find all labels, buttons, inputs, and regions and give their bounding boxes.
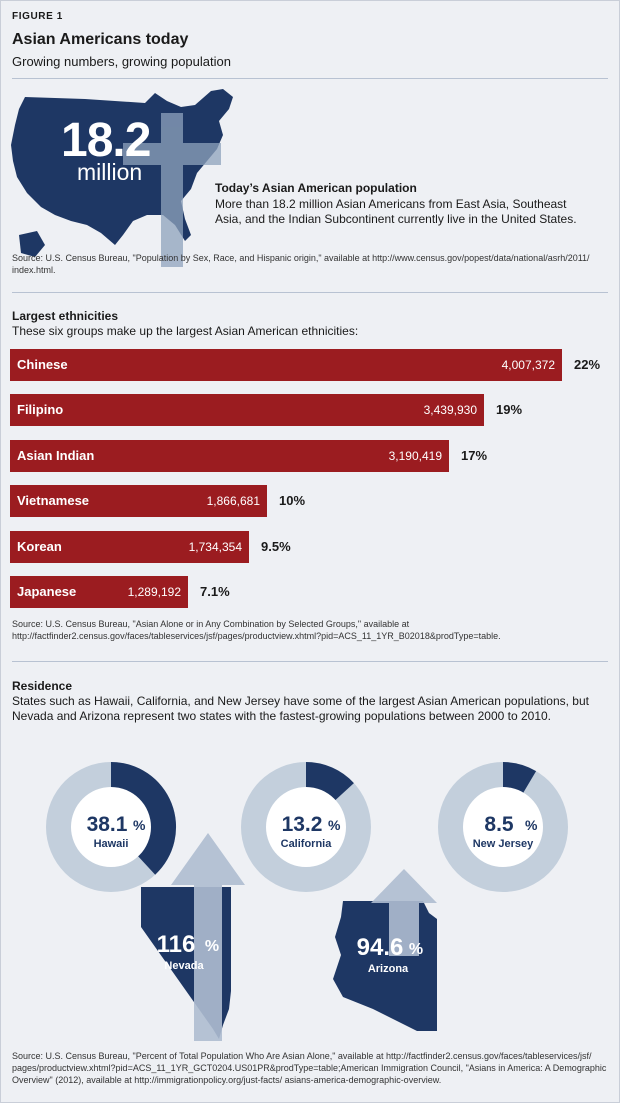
bar-value-label: 3,190,419 bbox=[388, 449, 442, 463]
hero-body: More than 18.2 million Asian Americans f… bbox=[215, 197, 577, 226]
growth-value-label: 94.6 bbox=[357, 934, 404, 961]
donut-state-label: Hawaii bbox=[94, 838, 129, 850]
ethnicities-description: These six groups make up the largest Asi… bbox=[12, 324, 359, 338]
bar-value-label: 3,439,930 bbox=[423, 403, 477, 417]
donut-unit-label: % bbox=[328, 817, 341, 833]
hero-heading: Today’s Asian American population bbox=[215, 181, 417, 195]
nevada-growth-arrow-icon bbox=[171, 833, 245, 1041]
bar-category-label: Chinese bbox=[17, 357, 68, 372]
donut-hole bbox=[463, 787, 543, 867]
bar: Filipino 3,439,930 bbox=[10, 394, 484, 426]
donut-value-label: 38.1 bbox=[87, 813, 128, 836]
residence-heading: Residence bbox=[12, 679, 73, 693]
bar: Vietnamese 1,866,681 bbox=[10, 485, 267, 517]
growth-state-label: Nevada bbox=[164, 960, 204, 972]
hero-number: 18.2 bbox=[61, 114, 151, 167]
residence-source: Source: U.S. Census Bureau, "Percent of … bbox=[12, 1051, 607, 1085]
bar: Japanese 1,289,192 bbox=[10, 576, 188, 608]
divider bbox=[12, 78, 608, 79]
bar-percent-label: 10% bbox=[279, 493, 306, 508]
page-title: Asian Americans today bbox=[12, 31, 189, 48]
donut-value-label: 13.2 bbox=[282, 813, 323, 836]
residence-chart: 38.1 % Hawaii 13.2 % California 8.5 % New Jersey… bbox=[46, 762, 568, 1041]
bar-value-label: 4,007,372 bbox=[501, 358, 555, 372]
bar-value-label: 1,289,192 bbox=[127, 585, 181, 599]
donut-hole bbox=[266, 787, 346, 867]
hero-unit: million bbox=[77, 159, 143, 185]
growth-unit-label: % bbox=[205, 938, 219, 955]
bar-category-label: Vietnamese bbox=[17, 493, 90, 508]
arizona-growth-arrow-icon bbox=[371, 869, 437, 956]
bar-percent-label: 9.5% bbox=[261, 539, 291, 554]
ethnicities-source: Source: U.S. Census Bureau, "Asian Alone… bbox=[12, 619, 501, 641]
donut-state-label: California bbox=[281, 838, 333, 850]
donut-new-jersey: 8.5 % New Jersey bbox=[438, 762, 568, 892]
growth-unit-label: % bbox=[409, 941, 423, 958]
bar-percent-label: 19% bbox=[496, 402, 523, 417]
donut-unit-label: % bbox=[525, 817, 538, 833]
donut-hole bbox=[71, 787, 151, 867]
hero-source: Source: U.S. Census Bureau, "Population … bbox=[12, 253, 590, 275]
donut-hawaii: 38.1 % Hawaii bbox=[46, 762, 177, 892]
donut-value-label: 8.5 bbox=[484, 813, 514, 836]
bar: Asian Indian 3,190,419 bbox=[10, 440, 449, 472]
growth-value-label: 116 bbox=[157, 931, 196, 958]
growth-state-label: Arizona bbox=[368, 963, 409, 975]
bar-category-label: Asian Indian bbox=[17, 448, 95, 463]
residence-description: States such as Hawaii, California, and N… bbox=[12, 694, 589, 723]
donut-california: 13.2 % California bbox=[241, 762, 371, 892]
us-map-icon bbox=[11, 89, 233, 267]
bar-category-label: Japanese bbox=[17, 584, 77, 599]
bar-value-label: 1,866,681 bbox=[206, 494, 260, 508]
bar-category-label: Filipino bbox=[17, 402, 64, 417]
donut-state-label: New Jersey bbox=[473, 838, 534, 850]
donut-unit-label: % bbox=[133, 817, 146, 833]
bar-percent-label: 22% bbox=[574, 357, 601, 372]
bar: Chinese 4,007,372 bbox=[10, 349, 562, 381]
page-subtitle: Growing numbers, growing population bbox=[12, 54, 231, 69]
bar-category-label: Korean bbox=[17, 539, 62, 554]
figure-label: FIGURE 1 bbox=[12, 11, 63, 22]
divider bbox=[12, 292, 608, 293]
bar-percent-label: 7.1% bbox=[200, 584, 230, 599]
bar-percent-label: 17% bbox=[461, 448, 488, 463]
bar-value-label: 1,734,354 bbox=[188, 540, 242, 554]
bar: Korean 1,734,354 bbox=[10, 531, 249, 563]
ethnicities-heading: Largest ethnicities bbox=[12, 309, 119, 323]
divider bbox=[12, 661, 608, 662]
